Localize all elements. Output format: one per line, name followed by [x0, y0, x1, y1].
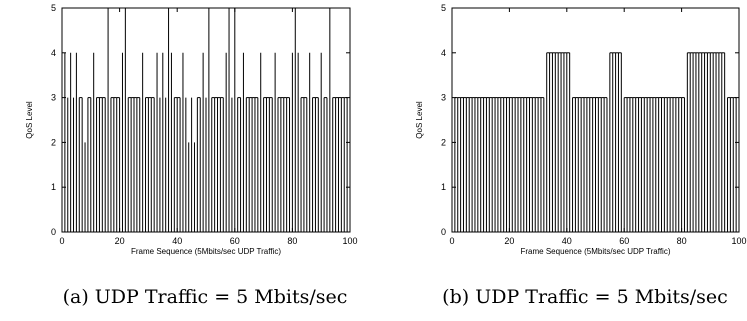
y-tick-label: 5 — [441, 3, 446, 13]
chart-b: 0 20 40 60 80 100 0 1 2 3 4 5 Frame Sequence (5Mbits… — [415, 3, 747, 256]
caption-a: (a) UDP Traffic = 5 Mbits/sec — [62, 286, 348, 308]
chart-a: 0 20 40 60 80 100 0 1 2 3 4 5 Frame Sequence (5Mbits… — [25, 3, 358, 256]
x-tick-label: 80 — [287, 236, 297, 246]
y-tick-label: 2 — [441, 137, 446, 147]
y-axis-label: QoS Level — [415, 101, 424, 139]
x-tick-label: 20 — [504, 236, 514, 246]
y-tick-label: 1 — [51, 182, 56, 192]
y-tick-label: 4 — [441, 48, 446, 58]
x-tick-label: 40 — [172, 236, 182, 246]
y-tick-label: 1 — [441, 182, 446, 192]
x-tick-label: 80 — [677, 236, 687, 246]
caption-b: (b) UDP Traffic = 5 Mbits/sec — [442, 286, 728, 308]
x-tick-label: 60 — [619, 236, 629, 246]
y-tick-label: 0 — [51, 227, 56, 237]
x-tick-label: 100 — [731, 236, 746, 246]
plot-frame — [451, 7, 740, 233]
y-tick-label: 3 — [441, 93, 446, 103]
plot-frame — [61, 7, 351, 233]
x-tick-label: 40 — [562, 236, 572, 246]
y-tick-label: 2 — [51, 137, 56, 147]
x-tick-label: 0 — [59, 236, 64, 246]
y-tick-label: 4 — [51, 48, 56, 58]
x-axis-label: Frame Sequence (5Mbits/sec UDP Traffic) — [131, 247, 281, 256]
x-tick-label: 20 — [115, 236, 125, 246]
x-tick-label: 100 — [342, 236, 357, 246]
x-axis-label: Frame Sequence (5Mbits/sec UDP Traffic) — [521, 247, 671, 256]
x-tick-label: 60 — [230, 236, 240, 246]
y-axis-label: QoS Level — [25, 101, 34, 139]
y-tick-label: 0 — [441, 227, 446, 237]
y-tick-label: 5 — [51, 3, 56, 13]
y-tick-label: 3 — [51, 93, 56, 103]
x-tick-label: 0 — [449, 236, 454, 246]
